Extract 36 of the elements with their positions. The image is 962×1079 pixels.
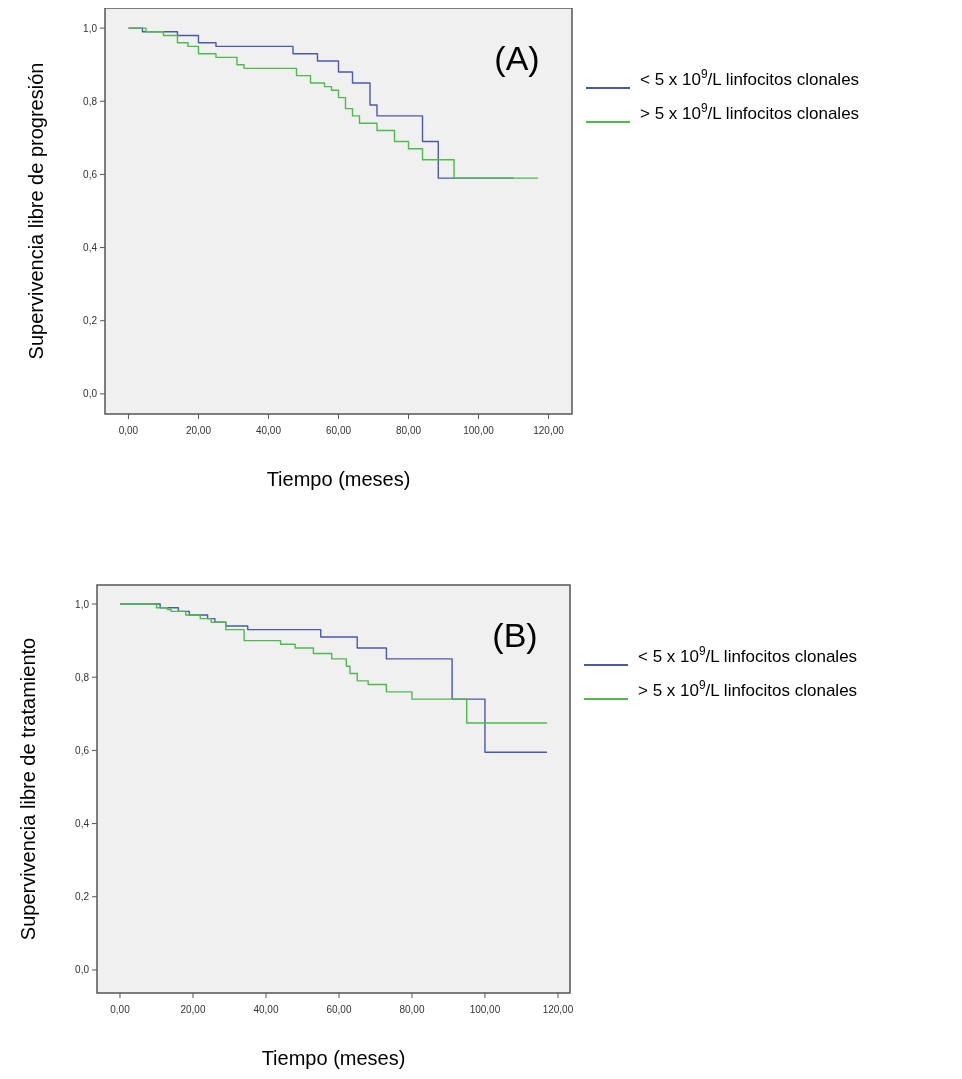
y-tick-label: 1,0 <box>75 598 90 610</box>
legend-label: > 5 x 10$^{9}$/L linfocitos clonales <box>640 101 860 123</box>
x-axis-title: Tiempo (meses) <box>266 468 411 490</box>
y-tick-label: 0,4 <box>75 818 90 830</box>
y-tick-label: 1,0 <box>83 22 98 34</box>
y-axis-title: Supervivencia libre de progresión <box>25 62 47 360</box>
y-tick-label: 0,4 <box>83 242 98 254</box>
x-tick-label: 20,00 <box>180 1004 206 1015</box>
legend-label: < 5 x 10$^{9}$/L linfocitos clonales <box>638 644 858 666</box>
legend-label: > 5 x 10$^{9}$/L linfocitos clonales <box>638 678 858 700</box>
x-tick-label: 80,00 <box>399 1004 425 1015</box>
x-tick-label: 60,00 <box>325 425 352 436</box>
text: (B) <box>492 616 538 654</box>
x-tick-label: 0,00 <box>110 1004 131 1015</box>
x-tick-label: 40,00 <box>255 425 282 436</box>
y-tick-label: 0,8 <box>75 671 90 683</box>
x-tick-label: 40,00 <box>253 1004 279 1015</box>
y-axis-title: Supervivencia libre de tratamiento <box>17 637 39 941</box>
x-tick-label: 120,00 <box>542 1004 574 1015</box>
y-tick-label: 0,2 <box>83 315 98 327</box>
y-tick-label: 0,0 <box>75 964 90 976</box>
text: (A) <box>494 39 540 77</box>
y-tick-label: 0,6 <box>83 168 98 180</box>
x-tick-label: 60,00 <box>326 1004 352 1015</box>
y-tick-label: 0,2 <box>75 891 90 903</box>
y-tick-label: 0,0 <box>83 388 98 400</box>
x-tick-label: 80,00 <box>396 425 422 436</box>
x-axis-title: Tiempo (meses) <box>261 1047 406 1069</box>
legend-label: < 5 x 10$^{9}$/L linfocitos clonales <box>640 67 860 89</box>
x-tick-label: 20,00 <box>185 425 212 436</box>
x-tick-label: 120,00 <box>533 425 565 436</box>
x-tick-label: 100,00 <box>463 425 495 436</box>
y-tick-label: 0,6 <box>75 744 90 756</box>
x-tick-label: 100,00 <box>469 1004 501 1015</box>
y-tick-label: 0,8 <box>83 95 98 107</box>
x-tick-label: 0,00 <box>118 425 139 436</box>
